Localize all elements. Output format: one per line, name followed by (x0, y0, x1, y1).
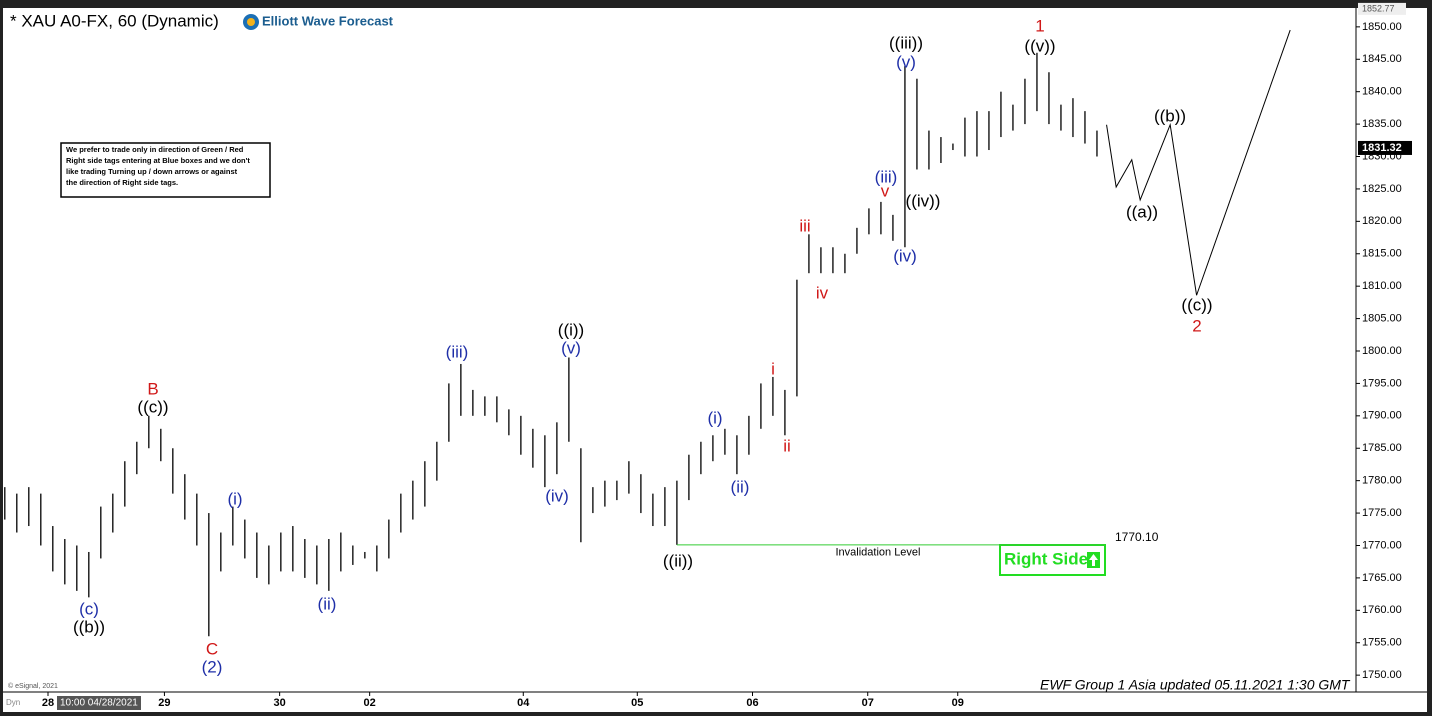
wave-label: (ii) (731, 477, 750, 496)
wave-label: ((c)) (1181, 295, 1212, 314)
wave-label: (v) (561, 338, 581, 357)
y-tick-label: 1785.00 (1362, 442, 1402, 454)
wave-label: ii (783, 436, 791, 455)
wave-label: iv (816, 283, 829, 302)
wave-label: (2) (202, 657, 223, 676)
y-tick-label: 1835.00 (1362, 118, 1402, 130)
cursor-label: 10:00 04/28/2021 (60, 698, 138, 709)
wave-label: (iii) (446, 342, 469, 361)
wave-label: ((a)) (1126, 202, 1158, 221)
x-tick-label: 30 (274, 697, 286, 709)
y-tick-label: 1850.00 (1362, 21, 1402, 33)
wave-label: 2 (1192, 316, 1201, 335)
top-price-label: 1852.77 (1362, 3, 1395, 13)
x-tick-label: 07 (862, 697, 874, 709)
wave-label: ((i)) (558, 320, 584, 339)
wave-label: (i) (707, 408, 722, 427)
wave-label: ((iii)) (889, 33, 923, 52)
logo-icon-center (247, 18, 255, 26)
x-tick-label: 28 (42, 697, 54, 709)
note-box (60, 142, 271, 198)
cursor-box (57, 696, 141, 710)
wave-label: ((b)) (73, 617, 105, 636)
invalidation-value: 1770.10 (1115, 530, 1159, 544)
y-tick-label: 1760.00 (1362, 604, 1402, 616)
y-tick-label: 1755.00 (1362, 637, 1402, 649)
footer: EWF Group 1 Asia updated 05.11.2021 1:30… (1040, 677, 1351, 693)
y-tick-label: 1805.00 (1362, 312, 1402, 324)
wave-label: (i) (227, 489, 242, 508)
x-tick-label: 05 (631, 697, 643, 709)
wave-label: ((iv)) (906, 191, 941, 210)
last-price-label: 1831.32 (1362, 142, 1402, 154)
y-tick-label: 1820.00 (1362, 215, 1402, 227)
x-tick-label: 29 (158, 697, 170, 709)
x-tick-label: 09 (952, 697, 964, 709)
y-tick-label: 1780.00 (1362, 475, 1402, 487)
wave-label: (iii) (875, 167, 898, 186)
y-tick-label: 1845.00 (1362, 53, 1402, 65)
y-tick-label: 1840.00 (1362, 86, 1402, 98)
logo: Elliott Wave Forecast (243, 13, 394, 30)
top-price-box (1358, 2, 1406, 15)
logo-text: Elliott Wave Forecast (262, 13, 394, 28)
y-tick-label: 1815.00 (1362, 248, 1402, 260)
wave-label: (v) (896, 52, 916, 71)
wave-label: ((v)) (1024, 36, 1055, 55)
invalidation-text: Invalidation Level (835, 547, 920, 559)
y-tick-label: 1790.00 (1362, 410, 1402, 422)
x-tick-label: 02 (364, 697, 376, 709)
note: We prefer to trade only in direction of … (66, 145, 250, 187)
note-line: Right side tags entering at Blue boxes a… (66, 156, 250, 165)
plot-background (3, 8, 1427, 712)
projection-line (1106, 29, 1291, 296)
note-line: like trading Turning up / down arrows or… (66, 167, 238, 176)
y-tick-label: 1810.00 (1362, 280, 1402, 292)
right-side-text: Right Side (1004, 549, 1088, 568)
x-tick-label: 04 (517, 697, 530, 709)
wave-label: ((b)) (1154, 106, 1186, 125)
wave-label: ((ii)) (663, 551, 693, 570)
y-tick-label: 1770.00 (1362, 539, 1402, 551)
copyright: © eSignal, 2021 (8, 682, 58, 690)
note-line: the direction of Right side tags. (66, 178, 178, 187)
wave-label: 1 (1035, 16, 1044, 35)
wave-label: ((c)) (137, 397, 168, 416)
last-price-box (1358, 140, 1412, 155)
right-side-arrow (1089, 554, 1098, 566)
note-line: We prefer to trade only in direction of … (66, 145, 244, 154)
mode-label: Dyn (6, 698, 20, 707)
y-tick-label: 1750.00 (1362, 669, 1402, 681)
y-tick-label: 1795.00 (1362, 377, 1402, 389)
y-tick-label: 1775.00 (1362, 507, 1402, 519)
wave-label: v (881, 181, 890, 200)
y-tick-label: 1800.00 (1362, 345, 1402, 357)
wave-label: iii (799, 216, 810, 235)
y-tick-label: 1765.00 (1362, 572, 1402, 584)
y-tick-label: 1825.00 (1362, 183, 1402, 195)
wave-label: (iv) (893, 246, 917, 265)
wave-label: i (771, 359, 775, 378)
wave-label: (iv) (545, 486, 569, 505)
chart-title: * XAU A0-FX, 60 (Dynamic) (10, 11, 219, 30)
wave-label: (ii) (318, 594, 337, 613)
wave-label: C (206, 639, 218, 658)
x-tick-label: 06 (746, 697, 758, 709)
wave-label: B (147, 379, 158, 398)
wave-label: (c) (79, 599, 99, 618)
